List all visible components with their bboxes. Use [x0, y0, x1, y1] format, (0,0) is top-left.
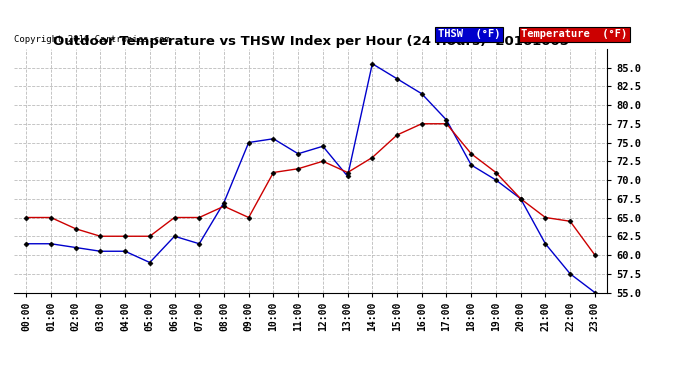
Text: Copyright 2016 Cartronics.com: Copyright 2016 Cartronics.com: [14, 35, 170, 44]
Title: Outdoor Temperature vs THSW Index per Hour (24 Hours)  20161005: Outdoor Temperature vs THSW Index per Ho…: [52, 34, 569, 48]
Text: Temperature  (°F): Temperature (°F): [521, 29, 627, 39]
Text: THSW  (°F): THSW (°F): [438, 29, 500, 39]
